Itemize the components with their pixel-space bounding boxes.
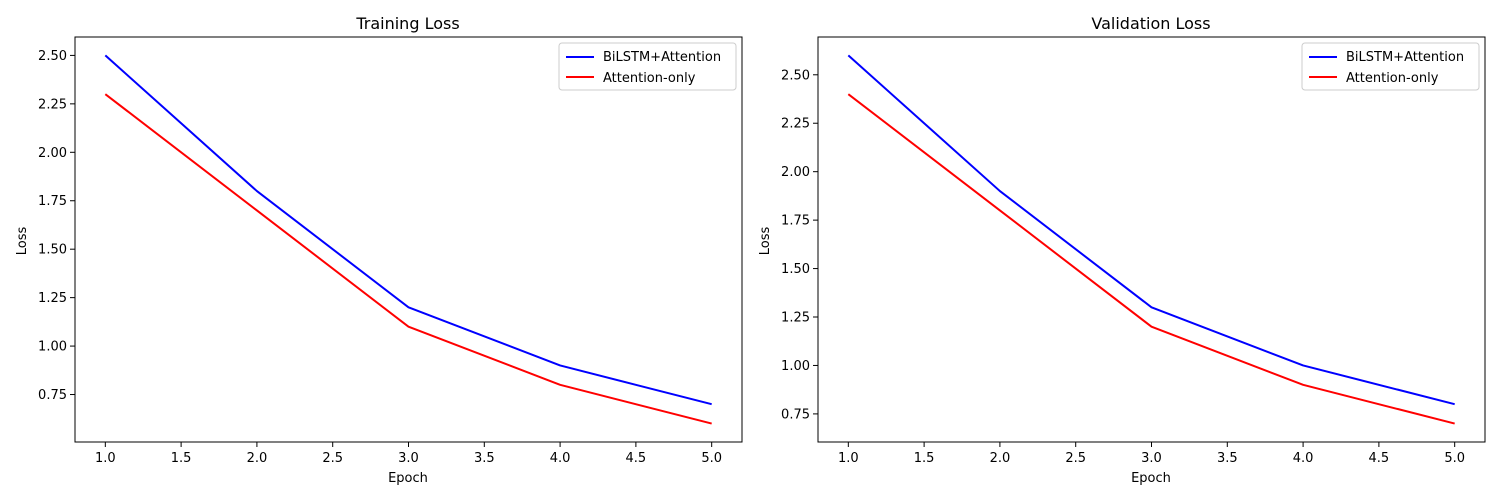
x-tick-label: 2.5 <box>322 451 343 466</box>
y-tick-label: 0.75 <box>781 407 810 422</box>
y-tick-label: 1.75 <box>38 194 67 209</box>
y-tick-label: 1.25 <box>781 311 810 326</box>
y-tick-label: 2.00 <box>38 146 67 161</box>
x-tick-label: 5.0 <box>701 451 722 466</box>
x-tick-label: 2.5 <box>1065 451 1086 466</box>
chart-title: Validation Loss <box>1091 14 1210 33</box>
y-tick-label: 1.75 <box>781 214 810 229</box>
x-tick-label: 4.0 <box>550 451 571 466</box>
x-tick-label: 2.0 <box>990 451 1011 466</box>
x-tick-label: 3.5 <box>474 451 495 466</box>
x-tick-label: 3.0 <box>1141 451 1162 466</box>
x-tick-label: 5.0 <box>1444 451 1465 466</box>
legend-label-bilstm: BiLSTM+Attention <box>1346 50 1464 65</box>
legend-box <box>1301 42 1480 91</box>
validation-plot-area: 1.0 1.5 2.0 2.5 3.0 3.5 4.0 4.5 5.0 0.75 1.00 1.25 1… <box>781 36 1486 466</box>
series-line-attention-only <box>847 93 1455 425</box>
legend-label-attention-only: Attention-only <box>1346 71 1439 86</box>
x-axis-label: Epoch <box>388 471 428 486</box>
y-tick-label: 2.25 <box>781 117 810 132</box>
y-tick-label: 1.00 <box>781 359 810 374</box>
legend: BiLSTM+Attention Attention-only <box>1301 42 1480 91</box>
y-tick-label: 2.00 <box>781 165 810 180</box>
series-line-attention-only <box>104 93 712 425</box>
training-plot-area: 1.0 1.5 2.0 2.5 3.0 3.5 4.0 4.5 5.0 0.75 1.00 1.25 1… <box>38 36 743 466</box>
x-tick-label: 2.0 <box>247 451 268 466</box>
legend-label-attention-only: Attention-only <box>603 71 696 86</box>
x-tick-label: 1.5 <box>171 451 192 466</box>
legend-label-bilstm: BiLSTM+Attention <box>603 50 721 65</box>
y-tick-label: 1.50 <box>781 262 810 277</box>
y-tick-label: 2.25 <box>38 97 67 112</box>
x-tick-label: 3.0 <box>398 451 419 466</box>
y-axis-label: Loss <box>15 227 30 256</box>
x-tick-label: 3.5 <box>1217 451 1238 466</box>
chart-title: Training Loss <box>355 14 459 33</box>
x-tick-label: 1.0 <box>95 451 116 466</box>
y-tick-label: 1.50 <box>38 243 67 258</box>
series-line-bilstm-attention <box>104 54 712 406</box>
y-axis-label: Loss <box>758 227 773 256</box>
y-tick-label: 2.50 <box>781 68 810 83</box>
series-line-bilstm-attention <box>847 54 1455 406</box>
y-tick-label: 1.00 <box>38 340 67 355</box>
legend: BiLSTM+Attention Attention-only <box>558 42 737 91</box>
x-tick-label: 4.0 <box>1293 451 1314 466</box>
x-tick-label: 4.5 <box>626 451 647 466</box>
x-tick-label: 1.5 <box>914 451 935 466</box>
x-axis-label: Epoch <box>1131 471 1171 486</box>
x-tick-label: 1.0 <box>838 451 859 466</box>
y-tick-label: 0.75 <box>38 388 67 403</box>
legend-box <box>558 42 737 91</box>
training-loss-chart: Training Loss Epoch Loss 1.0 1.5 2.0 2.5 3.0… <box>15 14 743 486</box>
validation-loss-chart: Validation Loss Epoch Loss 1.0 1.5 2.0 2.5 3… <box>758 14 1486 486</box>
y-tick-label: 1.25 <box>38 291 67 306</box>
y-tick-label: 2.50 <box>38 49 67 64</box>
x-tick-label: 4.5 <box>1369 451 1390 466</box>
